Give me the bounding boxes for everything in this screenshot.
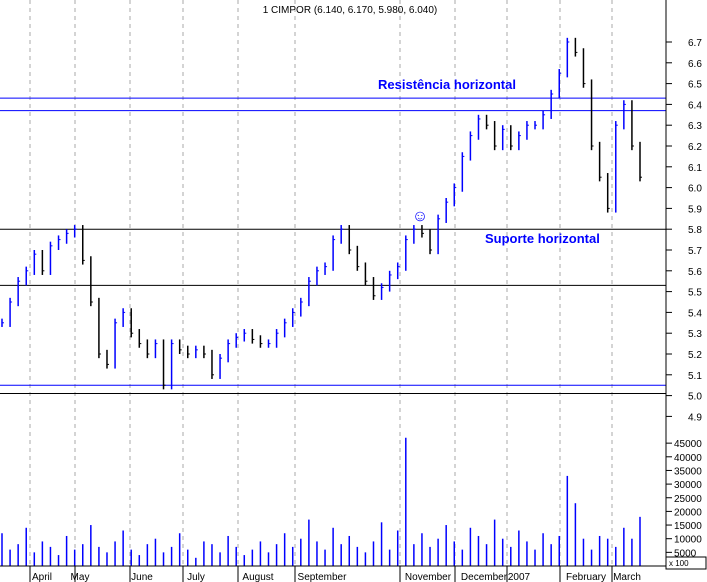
x-tick-label: 2007: [508, 572, 531, 582]
grid: [29, 0, 613, 566]
volume-y-ticks: 45000 40000 35000 30000 25000 20000 15000 10000…: [666, 439, 702, 559]
price-bars: [1, 37, 642, 390]
y-tick-label: 4.9: [688, 412, 702, 423]
x-ticks: April May June July August September November D…: [29, 566, 641, 582]
x-tick-label: May: [71, 572, 90, 582]
y-tick-label: 6.0: [688, 184, 702, 195]
volume-tick-label: 20000: [674, 507, 702, 518]
x-tick-label: July: [187, 572, 205, 582]
y-tick-label: 5.9: [688, 204, 702, 215]
volume-tick-label: 35000: [674, 466, 702, 477]
x-tick-label: December: [461, 572, 508, 582]
x-tick-label: March: [613, 572, 641, 582]
y-tick-label: 5.8: [688, 225, 702, 236]
volume-tick-label: 40000: [674, 453, 702, 464]
x-tick-label: September: [298, 572, 348, 582]
x-tick-label: June: [131, 572, 153, 582]
volume-tick-label: 5000: [674, 548, 697, 559]
y-tick-label: 5.4: [688, 308, 702, 319]
y-tick-label: 6.7: [688, 38, 702, 49]
unit-box: [665, 556, 707, 570]
smiley-icon: ☺: [412, 208, 428, 225]
y-tick-label: 6.3: [688, 121, 702, 132]
y-tick-label: 6.1: [688, 163, 702, 174]
y-tick-label: 5.3: [688, 329, 702, 340]
y-tick-label: 5.5: [688, 288, 702, 299]
x-tick-label: August: [242, 572, 273, 582]
volume-bars: [1, 437, 641, 566]
horizontal-lines: [0, 97, 666, 395]
y-tick-label: 5.0: [688, 392, 702, 403]
y-tick-label: 5.2: [688, 350, 702, 361]
y-tick-label: 6.5: [688, 80, 702, 91]
x-tick-label: February: [566, 572, 606, 582]
y-tick-label: 6.6: [688, 59, 702, 70]
price-y-ticks: 6.7 6.6 6.5 6.4 6.3 6.2 6.1 6.0 5.9 5.8 5.7 5.6 5.5 5…: [666, 38, 702, 423]
resistance-annotation: Resistência horizontal: [378, 77, 516, 92]
volume-tick-label: 15000: [674, 521, 702, 532]
x-tick-label: April: [32, 572, 52, 582]
volume-tick-label: 30000: [674, 480, 702, 491]
chart-title: 1 CIMPOR (6.140, 6.170, 5.980, 6.040): [263, 5, 438, 16]
y-tick-label: 6.4: [688, 100, 702, 111]
volume-tick-label: 25000: [674, 494, 702, 505]
y-tick-label: 5.7: [688, 246, 702, 257]
support-annotation: Suporte horizontal: [485, 231, 600, 246]
volume-unit-label: x 100: [669, 559, 689, 568]
volume-tick-label: 45000: [674, 439, 702, 450]
y-tick-label: 6.2: [688, 142, 702, 153]
x-tick-label: November: [405, 572, 452, 582]
y-tick-label: 5.1: [688, 371, 702, 382]
y-tick-label: 5.6: [688, 267, 702, 278]
volume-tick-label: 10000: [674, 535, 702, 546]
